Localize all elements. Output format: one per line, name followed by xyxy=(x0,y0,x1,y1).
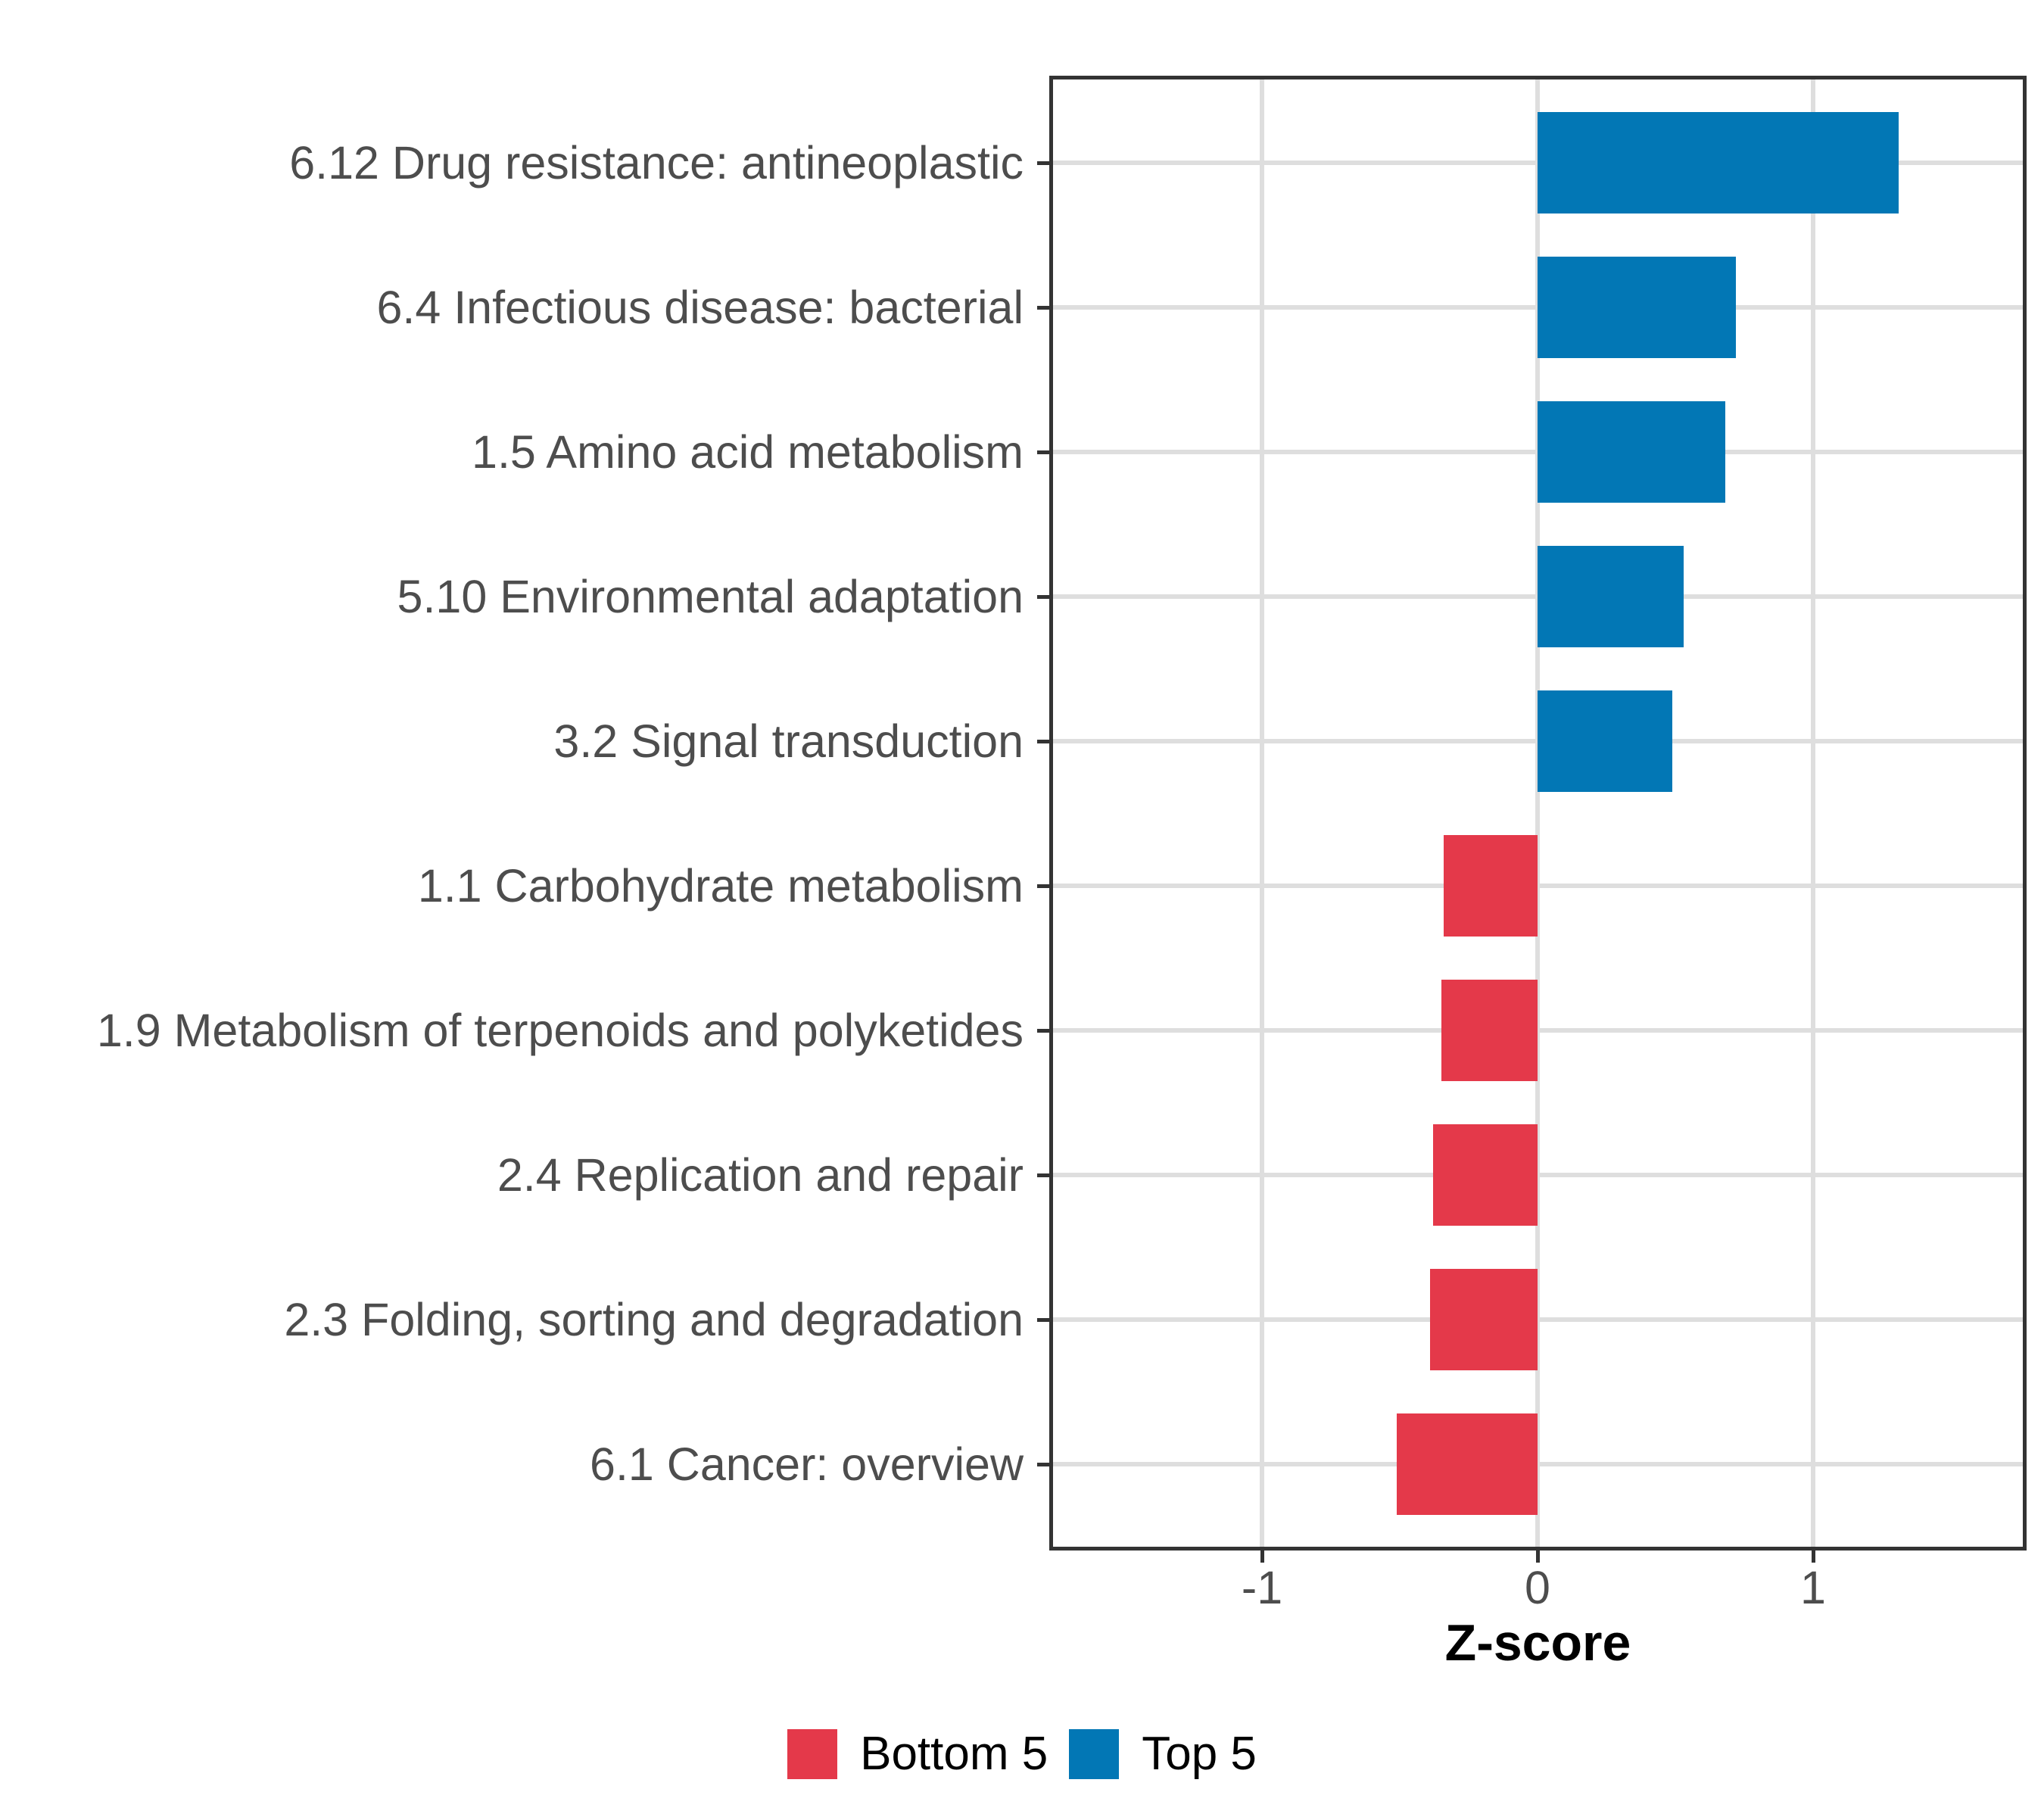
y-axis-label: 2.4 Replication and repair xyxy=(497,1149,1024,1201)
bar-row-5 xyxy=(1538,690,1673,792)
y-tick-mark xyxy=(1037,1462,1049,1466)
bar-row-10 xyxy=(1397,1413,1538,1515)
y-gridline xyxy=(1049,1028,2027,1033)
bar-row-8 xyxy=(1432,1124,1538,1226)
y-gridline xyxy=(1049,1173,2027,1177)
x-tick-mark xyxy=(1260,1551,1264,1563)
y-tick-mark xyxy=(1037,1317,1049,1322)
y-axis-label: 3.2 Signal transduction xyxy=(553,715,1024,767)
y-tick-mark xyxy=(1037,161,1049,165)
x-tick-label: 0 xyxy=(1525,1562,1550,1613)
x-gridline xyxy=(1811,76,1815,1551)
legend-swatch xyxy=(787,1729,838,1779)
x-tick-mark xyxy=(1811,1551,1815,1563)
y-tick-mark xyxy=(1037,1028,1049,1033)
y-tick-mark xyxy=(1037,450,1049,454)
x-gridline xyxy=(1260,76,1264,1551)
y-tick-mark xyxy=(1037,1173,1049,1177)
x-tick-label: 1 xyxy=(1800,1562,1826,1613)
x-axis-title: Z-score xyxy=(1444,1614,1631,1672)
bar-row-6 xyxy=(1444,835,1538,937)
y-axis-label: 2.3 Folding, sorting and degradation xyxy=(284,1294,1024,1345)
x-tick-label: -1 xyxy=(1241,1562,1283,1613)
legend-label: Bottom 5 xyxy=(860,1728,1048,1780)
y-axis-label: 1.9 Metabolism of terpenoids and polyket… xyxy=(96,1005,1024,1056)
bar-row-4 xyxy=(1538,546,1684,647)
y-gridline xyxy=(1049,1462,2027,1466)
y-axis-label: 5.10 Environmental adaptation xyxy=(397,571,1024,622)
y-tick-mark xyxy=(1037,594,1049,599)
bar-row-3 xyxy=(1538,401,1725,503)
legend-item: Bottom 5 xyxy=(787,1729,1048,1779)
bar-row-1 xyxy=(1538,112,1899,213)
y-axis-label: 6.4 Infectious disease: bacterial xyxy=(376,282,1024,333)
x-gridline xyxy=(1535,76,1540,1551)
legend-item: Top 5 xyxy=(1069,1729,1257,1779)
y-gridline xyxy=(1049,1317,2027,1322)
bar-row-7 xyxy=(1441,980,1538,1081)
legend: Bottom 5 Top 5 xyxy=(0,1729,2044,1779)
y-tick-mark xyxy=(1037,305,1049,310)
y-axis-label: 6.12 Drug resistance: antineoplastic xyxy=(289,137,1024,189)
legend-swatch xyxy=(1069,1729,1120,1779)
y-tick-mark xyxy=(1037,884,1049,888)
y-tick-mark xyxy=(1037,739,1049,743)
y-axis-label: 1.1 Carbohydrate metabolism xyxy=(417,860,1024,912)
x-tick-mark xyxy=(1535,1551,1540,1563)
y-axis-label: 1.5 Amino acid metabolism xyxy=(472,426,1024,478)
bar-row-9 xyxy=(1430,1269,1538,1370)
plot-panel xyxy=(1049,76,2027,1551)
bar-row-2 xyxy=(1538,257,1737,358)
y-axis-label: 6.1 Cancer: overview xyxy=(590,1438,1024,1490)
y-gridline xyxy=(1049,884,2027,888)
legend-label: Top 5 xyxy=(1142,1728,1257,1780)
